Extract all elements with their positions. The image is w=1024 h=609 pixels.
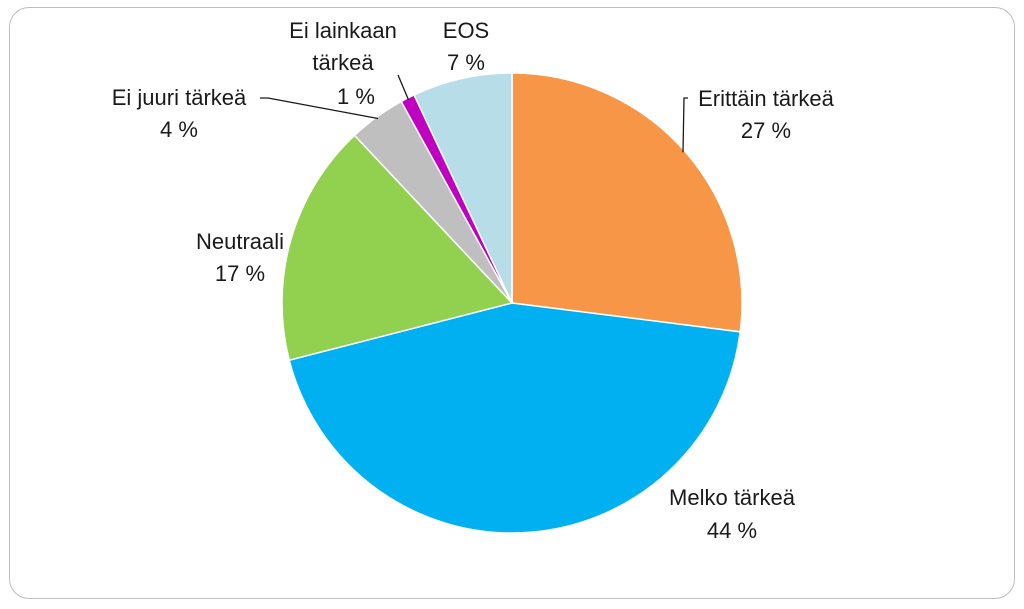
leader-ei-juuri-tarkea xyxy=(260,97,379,120)
label-eos: EOS xyxy=(443,18,489,43)
leader-ei-lainkaan-tarkea xyxy=(397,74,410,101)
label-ei-lainkaan-tarkea-line2: tärkeä xyxy=(312,50,374,75)
label-ei-lainkaan-tarkea-line1: Ei lainkaan xyxy=(289,18,397,43)
leader-erittain-tarkea xyxy=(682,97,688,153)
pie-slice-neutraali xyxy=(281,134,514,362)
value-eos: 7 % xyxy=(447,50,485,75)
pie-slice-eos xyxy=(413,72,513,304)
label-erittain-tarkea: Erittäin tärkeä xyxy=(698,86,834,111)
pie-slices xyxy=(281,72,743,534)
label-ei-juuri-tarkea: Ei juuri tärkeä xyxy=(112,85,247,110)
value-neutraali: 17 % xyxy=(215,261,265,286)
label-ei-lainkaan-tarkea-part1: Ei lainkaan xyxy=(289,18,397,43)
label-ei-lainkaan-tarkea-part2: tärkeä xyxy=(312,50,374,75)
pie-slice-erittäin-tärkeä xyxy=(511,72,743,333)
value-erittain-tarkea: 27 % xyxy=(741,118,791,143)
value-ei-juuri-tarkea: 4 % xyxy=(160,117,198,142)
leader-lines xyxy=(260,74,688,153)
label-neutraali: Neutraali xyxy=(196,229,284,254)
value-melko-tarkea: 44 % xyxy=(707,518,757,543)
pie-slice-melko-tärkeä xyxy=(288,302,742,534)
value-ei-lainkaan-tarkea: 1 % xyxy=(337,84,375,109)
label-melko-tarkea: Melko tärkeä xyxy=(669,485,796,510)
